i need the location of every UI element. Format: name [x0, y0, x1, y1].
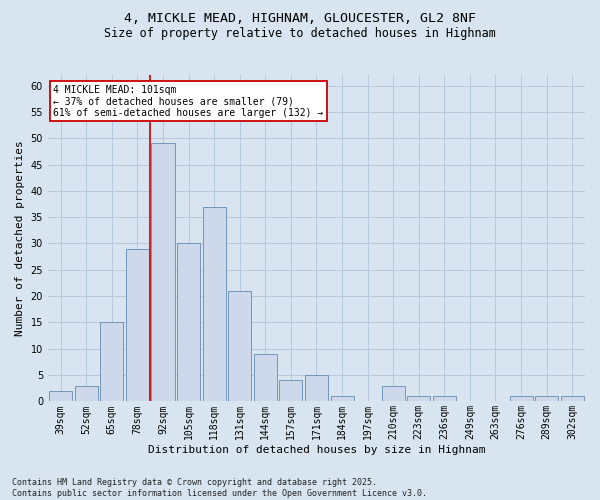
- Bar: [305, 375, 328, 402]
- Bar: [151, 144, 175, 402]
- X-axis label: Distribution of detached houses by size in Highnam: Distribution of detached houses by size …: [148, 445, 485, 455]
- Bar: [100, 322, 124, 402]
- Bar: [509, 396, 533, 402]
- Bar: [228, 291, 251, 402]
- Text: 4 MICKLE MEAD: 101sqm
← 37% of detached houses are smaller (79)
61% of semi-deta: 4 MICKLE MEAD: 101sqm ← 37% of detached …: [53, 85, 323, 118]
- Bar: [561, 396, 584, 402]
- Bar: [331, 396, 353, 402]
- Bar: [75, 386, 98, 402]
- Bar: [254, 354, 277, 402]
- Bar: [49, 391, 72, 402]
- Bar: [280, 380, 302, 402]
- Bar: [382, 386, 404, 402]
- Bar: [433, 396, 456, 402]
- Bar: [535, 396, 558, 402]
- Text: Contains HM Land Registry data © Crown copyright and database right 2025.
Contai: Contains HM Land Registry data © Crown c…: [12, 478, 427, 498]
- Bar: [126, 248, 149, 402]
- Y-axis label: Number of detached properties: Number of detached properties: [15, 140, 25, 336]
- Bar: [407, 396, 430, 402]
- Text: 4, MICKLE MEAD, HIGHNAM, GLOUCESTER, GL2 8NF: 4, MICKLE MEAD, HIGHNAM, GLOUCESTER, GL2…: [124, 12, 476, 26]
- Bar: [177, 244, 200, 402]
- Text: Size of property relative to detached houses in Highnam: Size of property relative to detached ho…: [104, 28, 496, 40]
- Bar: [203, 206, 226, 402]
